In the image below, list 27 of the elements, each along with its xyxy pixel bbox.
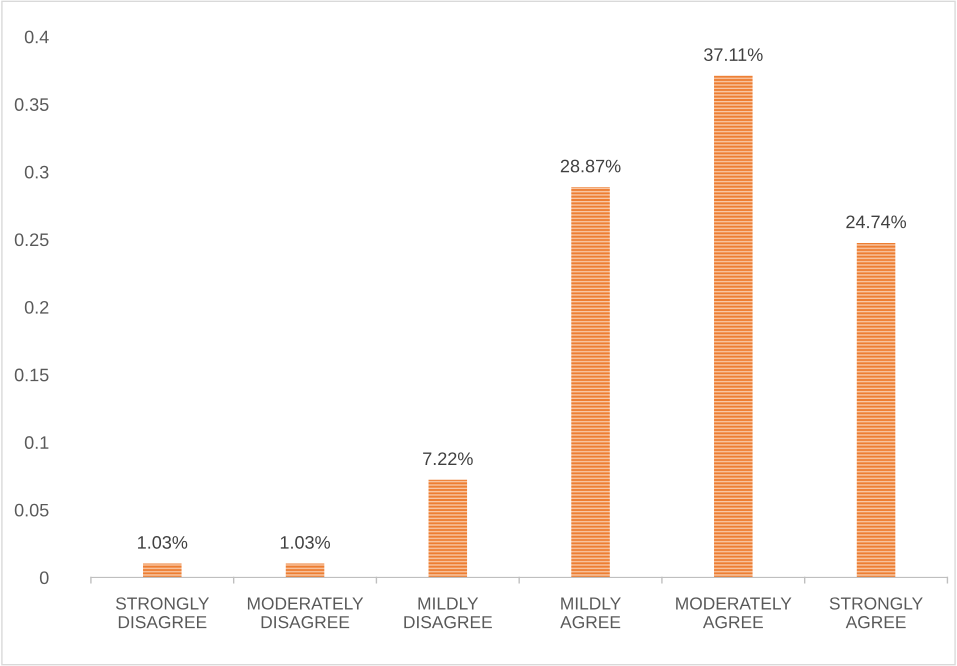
bar xyxy=(428,480,468,578)
y-tick-label: 0.25 xyxy=(14,233,48,246)
y-tick-label: 0.15 xyxy=(14,368,48,382)
y-tick-label: 0.1 xyxy=(24,436,48,449)
y-tick-label: 0.05 xyxy=(14,504,48,517)
y-tick-label: 0.35 xyxy=(14,98,48,111)
data-label: 1.03% xyxy=(138,536,188,549)
x-tick-label: STRONGLY AGREE xyxy=(830,597,923,628)
data-label: 37.11% xyxy=(704,48,763,62)
bar xyxy=(143,563,182,578)
x-tick-label: STRONGLY DISAGREE xyxy=(116,597,210,628)
x-tick-label: MILDLY AGREE xyxy=(560,598,621,628)
x-tick-label: MODERATELY AGREE xyxy=(676,597,792,628)
x-tick-label: MODERATELY DISAGREE xyxy=(248,597,364,628)
x-tick-label: MILDLY DISAGREE xyxy=(404,598,492,628)
data-label: 28.87% xyxy=(560,160,621,172)
data-label: 24.74% xyxy=(846,215,906,228)
y-tick-label: 0.2 xyxy=(24,300,48,314)
y-tick-label: 0.3 xyxy=(24,166,48,179)
y-tick-label: 0.4 xyxy=(24,30,49,44)
bar xyxy=(286,563,324,578)
y-tick-label: 0 xyxy=(40,571,49,584)
bar xyxy=(856,242,896,578)
bar xyxy=(571,187,610,578)
data-label: 1.03% xyxy=(280,536,330,549)
bar xyxy=(714,76,753,578)
data-label: 7.22% xyxy=(423,452,473,466)
